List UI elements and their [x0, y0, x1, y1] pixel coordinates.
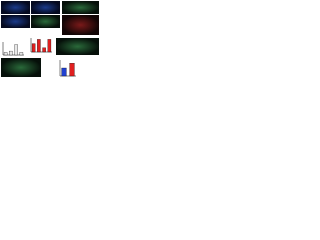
- micrograph: [1, 58, 41, 77]
- bar: [19, 52, 24, 56]
- bar: [47, 39, 52, 53]
- bar: [42, 47, 46, 53]
- micrograph: [1, 15, 30, 28]
- bar: [14, 44, 18, 56]
- bar: [61, 67, 67, 77]
- plots: [2, 38, 76, 77]
- bar: [9, 50, 13, 56]
- micrograph: [62, 1, 99, 14]
- bar: [69, 63, 75, 77]
- micrograph: [31, 1, 60, 14]
- micrograph: [31, 15, 60, 28]
- bar: [37, 39, 41, 53]
- micrograph: [1, 1, 30, 14]
- page: (() => { const data = JSON.parse(documen…: [0, 0, 320, 78]
- micrograph: [56, 38, 99, 55]
- micrograph: [62, 15, 99, 35]
- figure: [1, 1, 99, 77]
- bar: [31, 43, 36, 53]
- bar: [3, 52, 8, 56]
